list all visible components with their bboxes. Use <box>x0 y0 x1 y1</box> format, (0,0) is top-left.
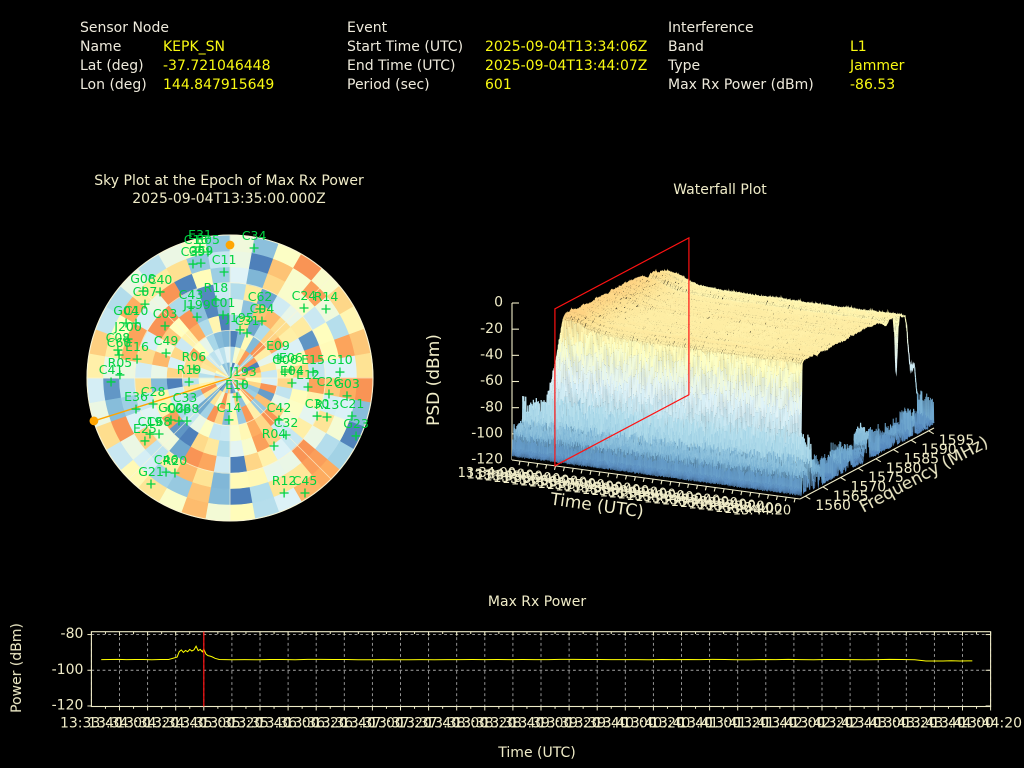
event-section-title: Event <box>347 20 388 36</box>
max-rx-power-canvas <box>0 580 1024 768</box>
event-start-value: 2025-09-04T13:34:06Z <box>485 39 648 55</box>
event-start-label: Start Time (UTC) <box>347 39 464 55</box>
sensor-lat-label: Lat (deg) <box>80 58 144 74</box>
interference-type-label: Type <box>668 58 701 74</box>
sensor-lat-value: -37.721046448 <box>163 58 271 74</box>
sky-plot-canvas <box>40 150 440 540</box>
event-end-label: End Time (UTC) <box>347 58 456 74</box>
event-end-value: 2025-09-04T13:44:07Z <box>485 58 648 74</box>
sensor-name-value: KEPK_SN <box>163 39 226 55</box>
interference-band-value: L1 <box>850 39 867 55</box>
interference-type-value: Jammer <box>850 58 905 74</box>
power-yaxis-label: Power (dBm) <box>9 623 25 713</box>
interference-section-title: Interference <box>668 20 754 36</box>
event-period-label: Period (sec) <box>347 77 430 93</box>
sensor-lon-value: 144.847915649 <box>163 77 275 93</box>
interference-power-value: -86.53 <box>850 77 896 93</box>
waterfall-zaxis-label: PSD (dBm) <box>424 334 444 426</box>
event-period-value: 601 <box>485 77 512 93</box>
waterfall-canvas <box>420 160 1024 580</box>
power-xaxis-label: Time (UTC) <box>498 745 576 761</box>
sensor-node-section-title: Sensor Node <box>80 20 169 36</box>
interference-power-label: Max Rx Power (dBm) <box>668 77 814 93</box>
sensor-name-label: Name <box>80 39 122 55</box>
interference-band-label: Band <box>668 39 704 55</box>
sensor-lon-label: Lon (deg) <box>80 77 147 93</box>
